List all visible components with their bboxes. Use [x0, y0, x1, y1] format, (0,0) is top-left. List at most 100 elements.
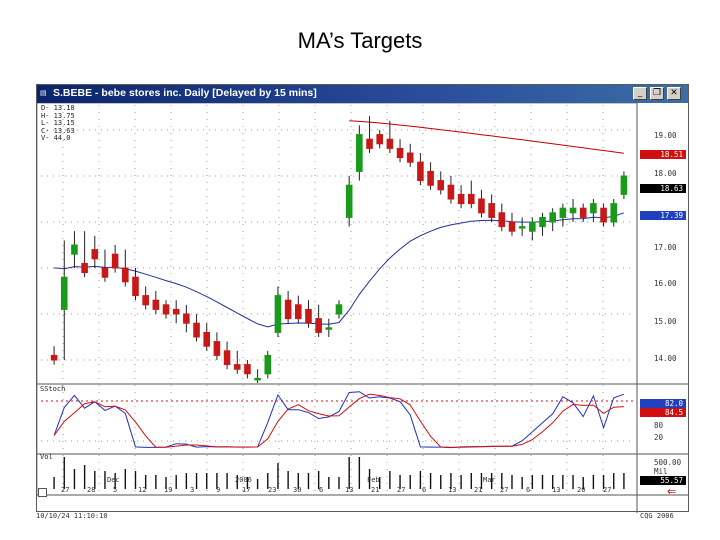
candle-body: [620, 175, 628, 195]
candle-body: [325, 327, 333, 330]
last-price-tag: 18.63: [640, 184, 686, 193]
date-label: 21: [371, 486, 380, 494]
candle-body: [274, 295, 282, 333]
restore-button[interactable]: ❐: [650, 87, 664, 100]
candle-body: [600, 207, 607, 223]
candle-body: [529, 221, 536, 232]
date-label: 6: [319, 486, 324, 494]
date-label: 12: [138, 486, 147, 494]
price-tick: 18.00: [654, 169, 677, 178]
candle-body: [457, 193, 465, 205]
date-label: 27: [397, 486, 406, 494]
footer-timestamp: 10/10/24 11:10:10: [36, 512, 108, 520]
minimize-button[interactable]: _: [633, 87, 647, 100]
stoch-d-line: [53, 393, 624, 448]
candle-body: [101, 267, 109, 278]
date-label: 6: [526, 486, 531, 494]
chart-grid: [37, 103, 688, 513]
candle-body: [295, 304, 302, 320]
candle-body: [264, 354, 272, 375]
date-label: 5: [113, 486, 118, 494]
month-label: Feb: [367, 476, 380, 484]
legend-low: L- 13.15: [41, 119, 75, 127]
stoch-d-tag: 84.5: [640, 408, 686, 417]
ma-short-value-tag: 17.39: [640, 211, 686, 220]
plot-frame: [37, 103, 638, 496]
candle-body: [183, 313, 190, 324]
stoch-k-line: [53, 391, 625, 449]
price-tick: 19.00: [654, 131, 677, 140]
window-titlebar[interactable]: ▤ S.BEBE - bebe stores inc. Daily [Delay…: [37, 85, 688, 103]
stochastic-panel: [53, 391, 625, 449]
ma-short-path: [54, 212, 625, 328]
candle-body: [193, 322, 200, 338]
candle-body: [376, 134, 383, 145]
candle-body: [590, 203, 597, 214]
date-label: 21: [474, 486, 483, 494]
candle-body: [284, 299, 292, 320]
ticker-legend: D- 13.18 H- 13.75 L- 13.15 C- 13.63 V- 4…: [41, 104, 75, 143]
candle-body: [91, 249, 99, 260]
candle-body: [223, 350, 231, 366]
chart-window[interactable]: ▤ S.BEBE - bebe stores inc. Daily [Delay…: [36, 84, 689, 513]
candle-body: [467, 193, 475, 205]
candle-body: [610, 203, 618, 223]
ma-long-value-tag: 18.51: [640, 150, 686, 159]
candles: [50, 116, 628, 383]
candle-body: [406, 152, 414, 163]
legend-volume: V- 44.0: [41, 134, 71, 142]
stoch-tick: 20: [654, 433, 664, 442]
price-tick: 15.00: [654, 317, 677, 326]
candle-body: [366, 138, 373, 149]
date-label: 28: [87, 486, 96, 494]
volume-value-tag: 55.57: [640, 476, 686, 485]
price-axis[interactable]: 19.00 18.51 18.00 18.63 17.39 17.00 16.0…: [637, 103, 689, 513]
candle-body: [549, 212, 556, 223]
candle-body: [122, 267, 129, 283]
stoch-label: SStoch: [40, 385, 66, 393]
price-tick: 16.00: [654, 279, 677, 288]
volume-tick: 500.00: [654, 458, 682, 467]
candle-body: [233, 364, 241, 370]
month-label: Mar: [483, 476, 496, 484]
candle-body: [172, 308, 180, 315]
ma-long-line: [349, 120, 624, 154]
candle-body: [111, 253, 119, 269]
stoch-k-tag: 82.0: [640, 399, 686, 408]
candle-body: [81, 262, 88, 274]
price-chart[interactable]: [37, 103, 688, 513]
stoch-tick: 80: [654, 421, 664, 430]
candle-body: [579, 207, 587, 218]
legend-close: C- 13.63: [41, 126, 75, 135]
ma-short-line: [54, 212, 625, 328]
candle-body: [335, 304, 343, 315]
footer-copyright: CQG 2006: [640, 512, 674, 520]
candle-body: [498, 212, 506, 228]
candle-body: [539, 216, 546, 228]
candle-body: [132, 276, 139, 297]
candle-body: [345, 184, 353, 218]
scroll-corner-box[interactable]: [38, 488, 47, 497]
month-label: Dec: [107, 476, 120, 484]
candle-body: [396, 147, 404, 159]
candle-body: [162, 304, 170, 315]
date-label: 13: [345, 486, 354, 494]
candle-body: [203, 331, 211, 347]
candle-body: [508, 221, 516, 232]
candle-body: [518, 226, 526, 229]
date-label: 13: [448, 486, 457, 494]
close-button[interactable]: ✕: [667, 87, 681, 100]
candle-body: [244, 364, 251, 375]
candle-body: [569, 207, 577, 214]
date-label: 30: [293, 486, 302, 494]
price-tick: 14.00: [654, 354, 677, 363]
candle-body: [386, 138, 394, 149]
date-label: 23: [268, 486, 277, 494]
candle-body: [152, 299, 160, 310]
date-label: 19: [164, 486, 173, 494]
price-tick: 17.00: [654, 243, 677, 252]
ma-long-path: [349, 120, 624, 154]
doc-icon[interactable]: ▤: [40, 89, 47, 97]
arrow-left-icon[interactable]: ⇐: [667, 485, 677, 498]
slide-title: MA’s Targets: [297, 28, 423, 53]
